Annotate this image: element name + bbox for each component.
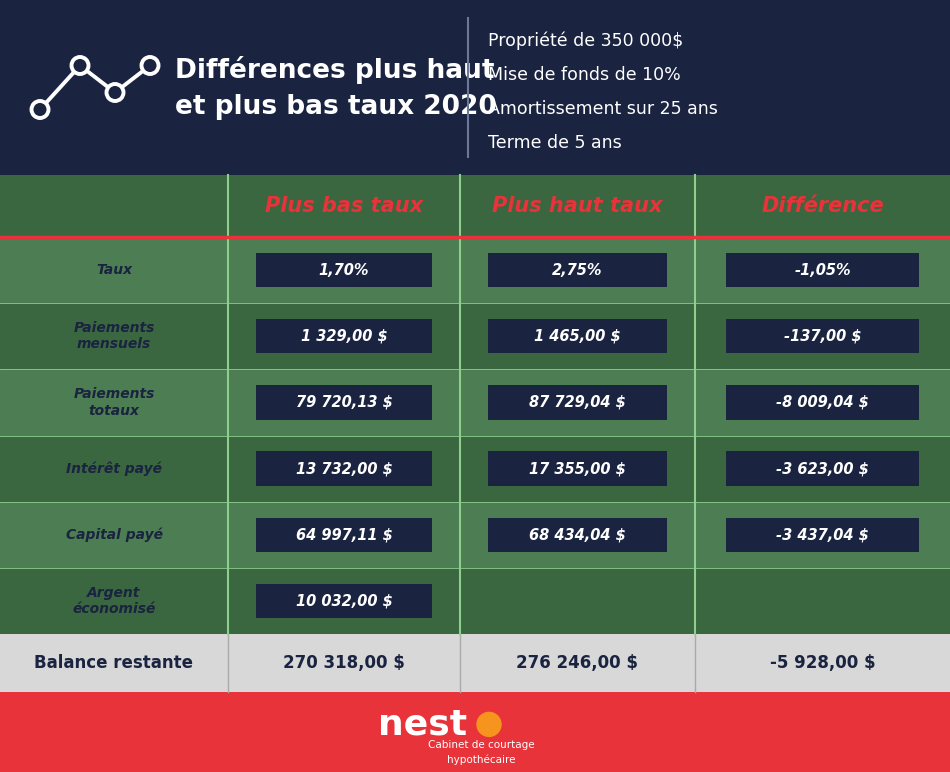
Bar	[0, 502, 950, 568]
Circle shape	[142, 57, 159, 74]
Text: Plus bas taux: Plus bas taux	[265, 196, 423, 216]
Text: Paiements
mensuels: Paiements mensuels	[73, 321, 155, 351]
Bar	[0, 369, 950, 435]
Bar	[256, 319, 432, 354]
Bar	[0, 634, 950, 692]
Text: Mise de fonds de 10%: Mise de fonds de 10%	[488, 66, 681, 84]
Text: Balance restante: Balance restante	[34, 654, 194, 672]
Bar	[0, 0, 950, 175]
Bar	[256, 452, 432, 486]
Text: Plus haut taux: Plus haut taux	[492, 196, 663, 216]
Bar	[0, 303, 950, 369]
Bar	[726, 517, 920, 552]
Text: Différence: Différence	[761, 196, 884, 216]
Bar	[256, 385, 432, 420]
Circle shape	[71, 57, 88, 74]
Text: Propriété de 350 000$: Propriété de 350 000$	[488, 32, 683, 50]
Text: Taux: Taux	[96, 263, 132, 277]
Bar	[0, 568, 950, 634]
Bar	[726, 253, 920, 287]
Text: -1,05%: -1,05%	[794, 262, 851, 278]
Text: 64 997,11 $: 64 997,11 $	[295, 527, 392, 542]
Circle shape	[31, 101, 48, 118]
Text: nest: nest	[378, 707, 467, 741]
Text: Paiements
totaux: Paiements totaux	[73, 388, 155, 418]
Bar	[488, 385, 667, 420]
Bar	[488, 319, 667, 354]
Text: 10 032,00 $: 10 032,00 $	[295, 594, 392, 608]
Bar	[256, 517, 432, 552]
Text: -137,00 $: -137,00 $	[784, 329, 862, 344]
Bar	[488, 452, 667, 486]
Text: 1 329,00 $: 1 329,00 $	[301, 329, 388, 344]
Text: 1 465,00 $: 1 465,00 $	[534, 329, 620, 344]
Text: 1,70%: 1,70%	[319, 262, 370, 278]
Circle shape	[477, 713, 501, 736]
Text: 2,75%: 2,75%	[552, 262, 602, 278]
Bar	[726, 452, 920, 486]
Text: 270 318,00 $: 270 318,00 $	[283, 654, 405, 672]
Bar	[256, 253, 432, 287]
Bar	[726, 385, 920, 420]
Bar	[0, 435, 950, 502]
Text: 87 729,04 $: 87 729,04 $	[529, 395, 626, 410]
Circle shape	[486, 722, 491, 726]
Bar	[726, 319, 920, 354]
Text: -8 009,04 $: -8 009,04 $	[776, 395, 869, 410]
Text: Terme de 5 ans: Terme de 5 ans	[488, 134, 621, 152]
Text: 17 355,00 $: 17 355,00 $	[529, 461, 626, 476]
Text: -5 928,00 $: -5 928,00 $	[770, 654, 875, 672]
Text: -3 437,04 $: -3 437,04 $	[776, 527, 869, 542]
Bar	[488, 517, 667, 552]
Bar	[256, 584, 432, 618]
Text: Amortissement sur 25 ans: Amortissement sur 25 ans	[488, 100, 718, 118]
Bar	[0, 175, 950, 237]
Bar	[488, 253, 667, 287]
Text: Argent
économisé: Argent économisé	[72, 586, 156, 616]
Text: 79 720,13 $: 79 720,13 $	[295, 395, 392, 410]
Bar	[0, 237, 950, 303]
Bar	[0, 692, 950, 772]
Circle shape	[481, 716, 498, 733]
Text: Intérêt payé: Intérêt payé	[66, 462, 162, 476]
Text: 13 732,00 $: 13 732,00 $	[295, 461, 392, 476]
Circle shape	[106, 84, 124, 101]
Text: et plus bas taux 2020: et plus bas taux 2020	[175, 94, 497, 120]
Text: 276 246,00 $: 276 246,00 $	[517, 654, 638, 672]
Circle shape	[484, 720, 494, 730]
Text: 68 434,04 $: 68 434,04 $	[529, 527, 626, 542]
Text: Cabinet de courtage
hypothécaire: Cabinet de courtage hypothécaire	[428, 740, 534, 765]
Text: -3 623,00 $: -3 623,00 $	[776, 461, 869, 476]
Text: Différences plus haut: Différences plus haut	[175, 56, 495, 83]
Text: Capital payé: Capital payé	[66, 527, 162, 542]
